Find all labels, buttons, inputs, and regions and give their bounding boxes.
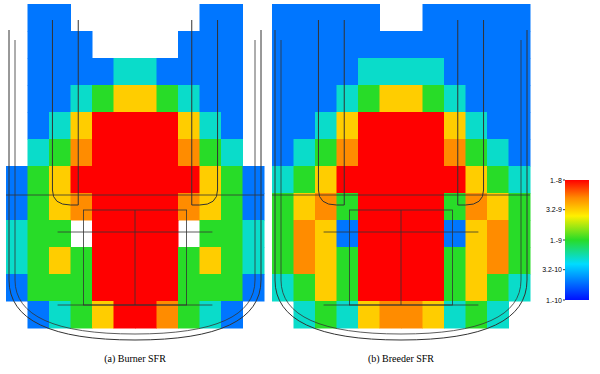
svg-text:1.-8: 1.-8 — [550, 177, 562, 184]
svg-text:3.2-9: 3.2-9 — [546, 206, 562, 213]
svg-text:1.-10: 1.-10 — [546, 297, 562, 304]
svg-text:3.2-10: 3.2-10 — [542, 266, 562, 273]
svg-text:1.-9: 1.-9 — [550, 237, 562, 244]
svg-text:(a) Burner SFR: (a) Burner SFR — [104, 353, 166, 365]
svg-text:(b) Breeder SFR: (b) Breeder SFR — [368, 353, 434, 365]
